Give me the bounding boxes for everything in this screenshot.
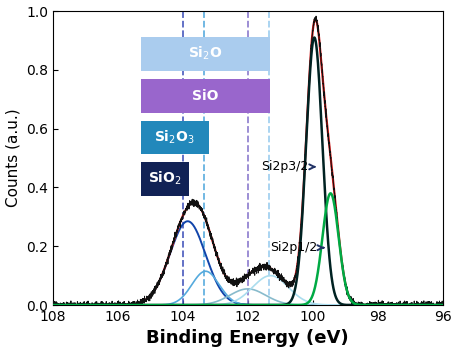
Text: Si$_2$O: Si$_2$O bbox=[188, 45, 223, 62]
FancyBboxPatch shape bbox=[141, 162, 189, 196]
Text: Si2p1/2: Si2p1/2 bbox=[271, 241, 324, 254]
FancyBboxPatch shape bbox=[141, 121, 209, 154]
X-axis label: Binding Energy (eV): Binding Energy (eV) bbox=[146, 329, 349, 347]
Text: SiO$_2$: SiO$_2$ bbox=[148, 170, 182, 187]
FancyBboxPatch shape bbox=[141, 79, 271, 113]
Text: Si2p3/2: Si2p3/2 bbox=[261, 160, 314, 173]
FancyBboxPatch shape bbox=[141, 37, 271, 71]
Y-axis label: Counts (a.u.): Counts (a.u.) bbox=[5, 109, 21, 207]
Text: Si$_2$O$_3$: Si$_2$O$_3$ bbox=[154, 129, 195, 146]
Text: SiO: SiO bbox=[192, 89, 219, 103]
